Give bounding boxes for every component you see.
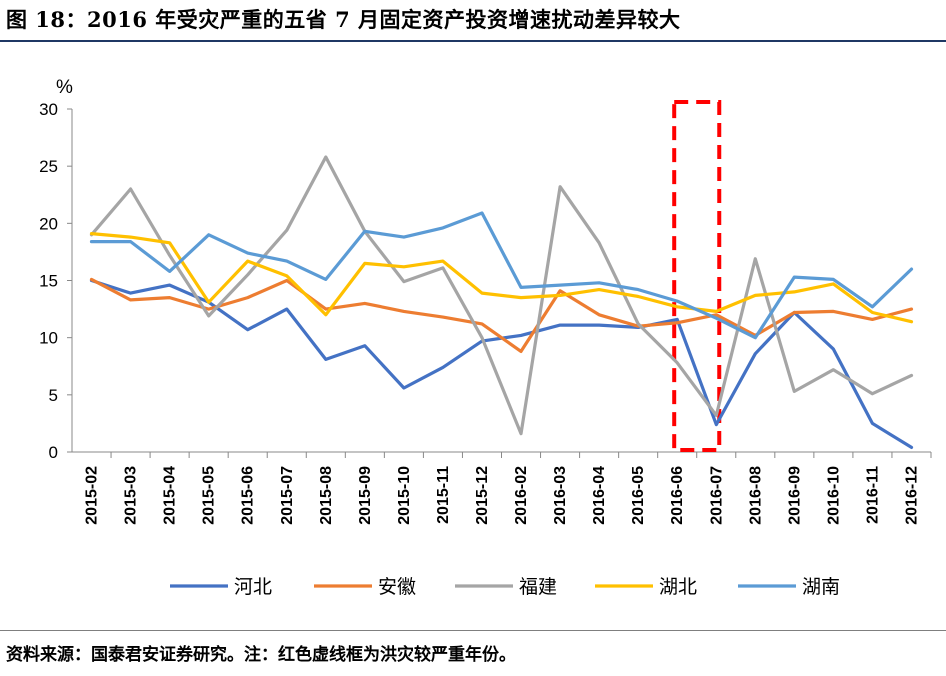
x-tick-label: 2015-11 (435, 466, 452, 524)
x-tick-label: 2015-10 (396, 466, 413, 525)
series-line-河北 (89, 278, 914, 449)
x-tick-label: 2016-11 (864, 466, 881, 524)
legend-label: 湖北 (659, 576, 697, 598)
legend-label: 安徽 (378, 576, 416, 598)
x-tick-label: 2016-08 (747, 466, 764, 525)
source-rule (0, 630, 946, 631)
y-tick-label: 15 (39, 272, 58, 291)
y-tick-label: 10 (39, 329, 58, 348)
x-tick-label: 2016-06 (669, 466, 686, 525)
legend-label: 河北 (234, 576, 272, 598)
legend-label: 湖南 (802, 576, 840, 598)
x-tick-label: 2015-07 (279, 466, 296, 525)
x-tick-label: 2016-05 (630, 466, 647, 525)
y-axis-unit: % (56, 77, 73, 98)
x-tick-label: 2016-12 (903, 466, 920, 525)
x-tick-label: 2015-12 (474, 466, 491, 525)
y-tick-label: 0 (49, 443, 58, 462)
x-tick-label: 2015-02 (84, 466, 101, 525)
x-tick-label: 2015-08 (318, 466, 335, 525)
y-tick-label: 25 (39, 157, 58, 176)
series-line-湖北 (89, 232, 914, 324)
x-tick-label: 2016-02 (513, 466, 530, 525)
highlight-box (672, 100, 722, 452)
legend-label: 福建 (519, 576, 557, 598)
series-line-福建 (89, 155, 914, 436)
x-tick-label: 2016-07 (708, 466, 725, 525)
x-tick-label: 2015-06 (240, 466, 257, 525)
x-tick-label: 2015-05 (201, 466, 218, 525)
source-note: 资料来源：国泰君安证券研究。注：红色虚线框为洪灾较严重年份。 (6, 645, 516, 665)
title-rule (0, 40, 946, 42)
x-tick-label: 2016-10 (825, 466, 842, 525)
y-tick-label: 20 (39, 214, 58, 233)
x-tick-label: 2015-04 (162, 466, 179, 525)
y-tick-label: 30 (39, 100, 58, 119)
x-tick-label: 2016-03 (552, 466, 569, 525)
x-tick-label: 2016-04 (591, 466, 608, 525)
x-tick-label: 2016-09 (786, 466, 803, 525)
series-line-安徽 (89, 277, 914, 353)
x-tick-label: 2015-09 (357, 466, 374, 525)
y-tick-label: 5 (49, 386, 58, 405)
figure-title: 图 18：2016 年受灾严重的五省 7 月固定资产投资增速扰动差异较大 (6, 7, 681, 32)
series-line-湖南 (89, 211, 914, 340)
x-tick-label: 2015-03 (123, 466, 140, 525)
